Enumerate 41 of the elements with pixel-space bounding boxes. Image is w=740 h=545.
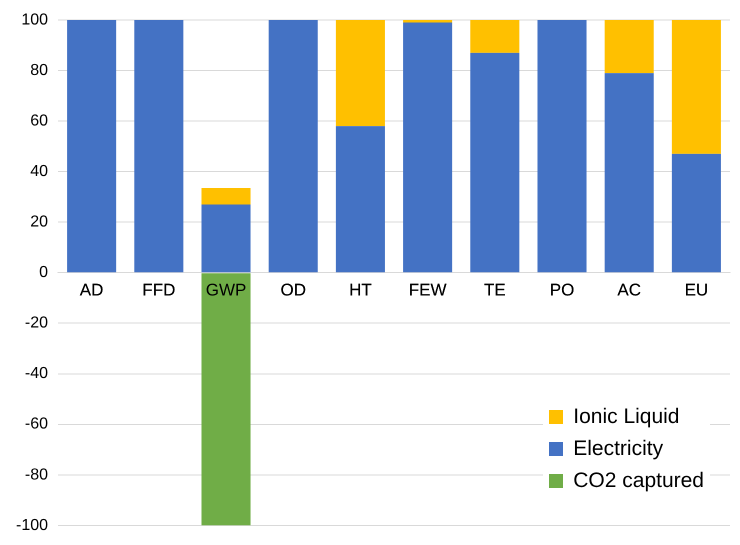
bar [201, 204, 251, 272]
bar [470, 52, 520, 272]
x-tick-label: TE [484, 280, 506, 300]
legend-label: Ionic Liquid [573, 405, 680, 429]
y-tick-label: 20 [30, 214, 48, 231]
y-tick-label: 80 [30, 62, 48, 79]
bar [201, 273, 251, 526]
y-tick-label: -80 [24, 466, 48, 484]
x-tick-label: AD [80, 280, 104, 300]
legend-label: CO2 captured [573, 469, 704, 493]
x-tick-label: HT [349, 280, 372, 300]
y-tick-label: 100 [21, 11, 48, 28]
bar [201, 188, 251, 204]
y-tick-label: -60 [24, 416, 48, 433]
bar [672, 154, 721, 272]
bar [537, 20, 587, 272]
bar [604, 20, 654, 74]
x-tick-label: FEW [408, 280, 446, 300]
y-tick-label: -20 [24, 314, 48, 332]
y-tick-label: 60 [30, 112, 48, 130]
bar [403, 22, 452, 272]
x-tick-label: GWP [206, 280, 246, 300]
x-tick-label: EU [684, 280, 708, 300]
x-tick-label: PO [550, 280, 574, 300]
bar [604, 73, 654, 272]
bar [336, 126, 385, 272]
bar [268, 20, 318, 272]
y-tick-label: -100 [16, 516, 48, 534]
y-tick-label: 0 [39, 264, 48, 282]
bar [134, 20, 184, 272]
bar [67, 20, 116, 272]
legend-label: Electricity [573, 437, 664, 461]
y-tick-label: 40 [30, 163, 48, 180]
x-tick-label: FFD [142, 280, 176, 300]
bar [403, 20, 452, 23]
bar [336, 20, 385, 126]
bar [470, 20, 520, 53]
x-tick-label: OD [280, 280, 306, 300]
bar [672, 20, 721, 154]
y-tick-label: -40 [24, 365, 48, 382]
x-tick-label: AC [617, 280, 642, 300]
